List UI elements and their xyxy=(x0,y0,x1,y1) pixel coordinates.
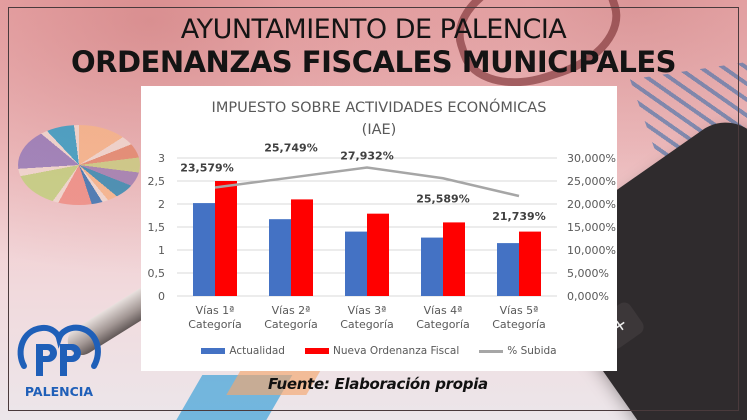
y-axis-tick-label: 0 xyxy=(158,290,165,303)
y2-axis-tick-label: 10,000% xyxy=(567,244,616,257)
legend-swatch-actualidad xyxy=(201,348,226,354)
bar-nueva-ordenanza xyxy=(291,199,313,296)
x-axis-category-label: Vías 1ª xyxy=(196,304,235,317)
pie-chart-decoration xyxy=(18,125,140,205)
y-axis-tick-label: 1,5 xyxy=(148,221,166,234)
x-axis-category-label: Categoría xyxy=(416,318,470,331)
data-label-subida: 25,589% xyxy=(416,192,469,205)
y2-axis-tick-label: 5,000% xyxy=(567,267,609,280)
bar-actualidad xyxy=(421,237,443,296)
legend-label: % Subida xyxy=(507,345,557,357)
legend-label: Actualidad xyxy=(229,345,285,357)
legend-item-subida: % Subida xyxy=(479,345,557,357)
data-label-subida: 21,739% xyxy=(492,210,545,223)
data-label-subida: 23,579% xyxy=(180,162,233,175)
legend-label: Nueva Ordenanza Fiscal xyxy=(332,345,460,357)
bar-nueva-ordenanza xyxy=(443,222,465,296)
y2-axis-tick-label: 20,000% xyxy=(567,198,616,211)
chart-panel: IMPUESTO SOBRE ACTIVIDADES ECONÓMICAS (I… xyxy=(141,86,617,371)
source-caption: Fuente: Elaboración propia xyxy=(268,375,488,393)
chart-legend: Actualidad Nueva Ordenanza Fiscal % Subi… xyxy=(141,345,617,357)
x-axis-category-label: Categoría xyxy=(340,318,394,331)
x-axis-category-label: Vías 2ª xyxy=(272,304,311,317)
y2-axis-tick-label: 15,000% xyxy=(567,221,616,234)
bar-actualidad xyxy=(345,231,367,296)
data-label-subida: 25,749% xyxy=(264,142,317,155)
y-axis-tick-label: 2,5 xyxy=(148,175,166,188)
y-axis-tick-label: 3 xyxy=(158,152,165,165)
y-axis-tick-label: 1 xyxy=(158,244,165,257)
bar-nueva-ordenanza xyxy=(519,231,541,296)
x-axis-category-label: Vías 4ª xyxy=(424,304,463,317)
page-title: AYUNTAMIENTO DE PALENCIA xyxy=(180,14,567,45)
bar-nueva-ordenanza xyxy=(367,213,389,296)
chart-title-abbrev: (IAE) xyxy=(361,122,397,138)
y-axis-tick-label: 0,5 xyxy=(148,267,166,280)
line-subida xyxy=(214,166,520,198)
x-axis-category-label: Vías 3ª xyxy=(348,304,387,317)
y2-axis-tick-label: 25,000% xyxy=(567,175,616,188)
y2-axis-tick-label: 30,000% xyxy=(567,152,616,165)
y-axis-tick-label: 2 xyxy=(158,198,165,211)
x-axis-category-label: Categoría xyxy=(264,318,318,331)
y2-axis-tick-label: 0,000% xyxy=(567,290,609,303)
legend-item-actualidad: Actualidad xyxy=(201,345,285,357)
legend-swatch-subida xyxy=(479,349,504,353)
x-axis-category-label: Categoría xyxy=(492,318,546,331)
bar-actualidad xyxy=(269,219,291,296)
x-axis-category-label: Vías 5ª xyxy=(500,304,539,317)
legend-swatch-nueva-ordenanza xyxy=(304,348,329,354)
logo-city-label: PALENCIA xyxy=(24,384,94,399)
bar-actualidad xyxy=(193,203,215,296)
chart-plot: 0 0,000% 0,5 5,000% 1 10,000% 1,5 15,000% 2 20,00… xyxy=(148,142,616,331)
pp-palencia-logo: PALENCIA xyxy=(14,322,104,407)
data-label-subida: 27,932% xyxy=(340,150,393,163)
pp-logo-icon xyxy=(17,324,101,376)
bar-actualidad xyxy=(497,243,519,296)
legend-item-nueva-ordenanza: Nueva Ordenanza Fiscal xyxy=(304,345,460,357)
bar-nueva-ordenanza xyxy=(215,181,237,296)
page-subtitle: ORDENANZAS FISCALES MUNICIPALES xyxy=(70,45,677,79)
x-axis-category-label: Categoría xyxy=(188,318,242,331)
chart-title: IMPUESTO SOBRE ACTIVIDADES ECONÓMICAS xyxy=(211,100,547,116)
